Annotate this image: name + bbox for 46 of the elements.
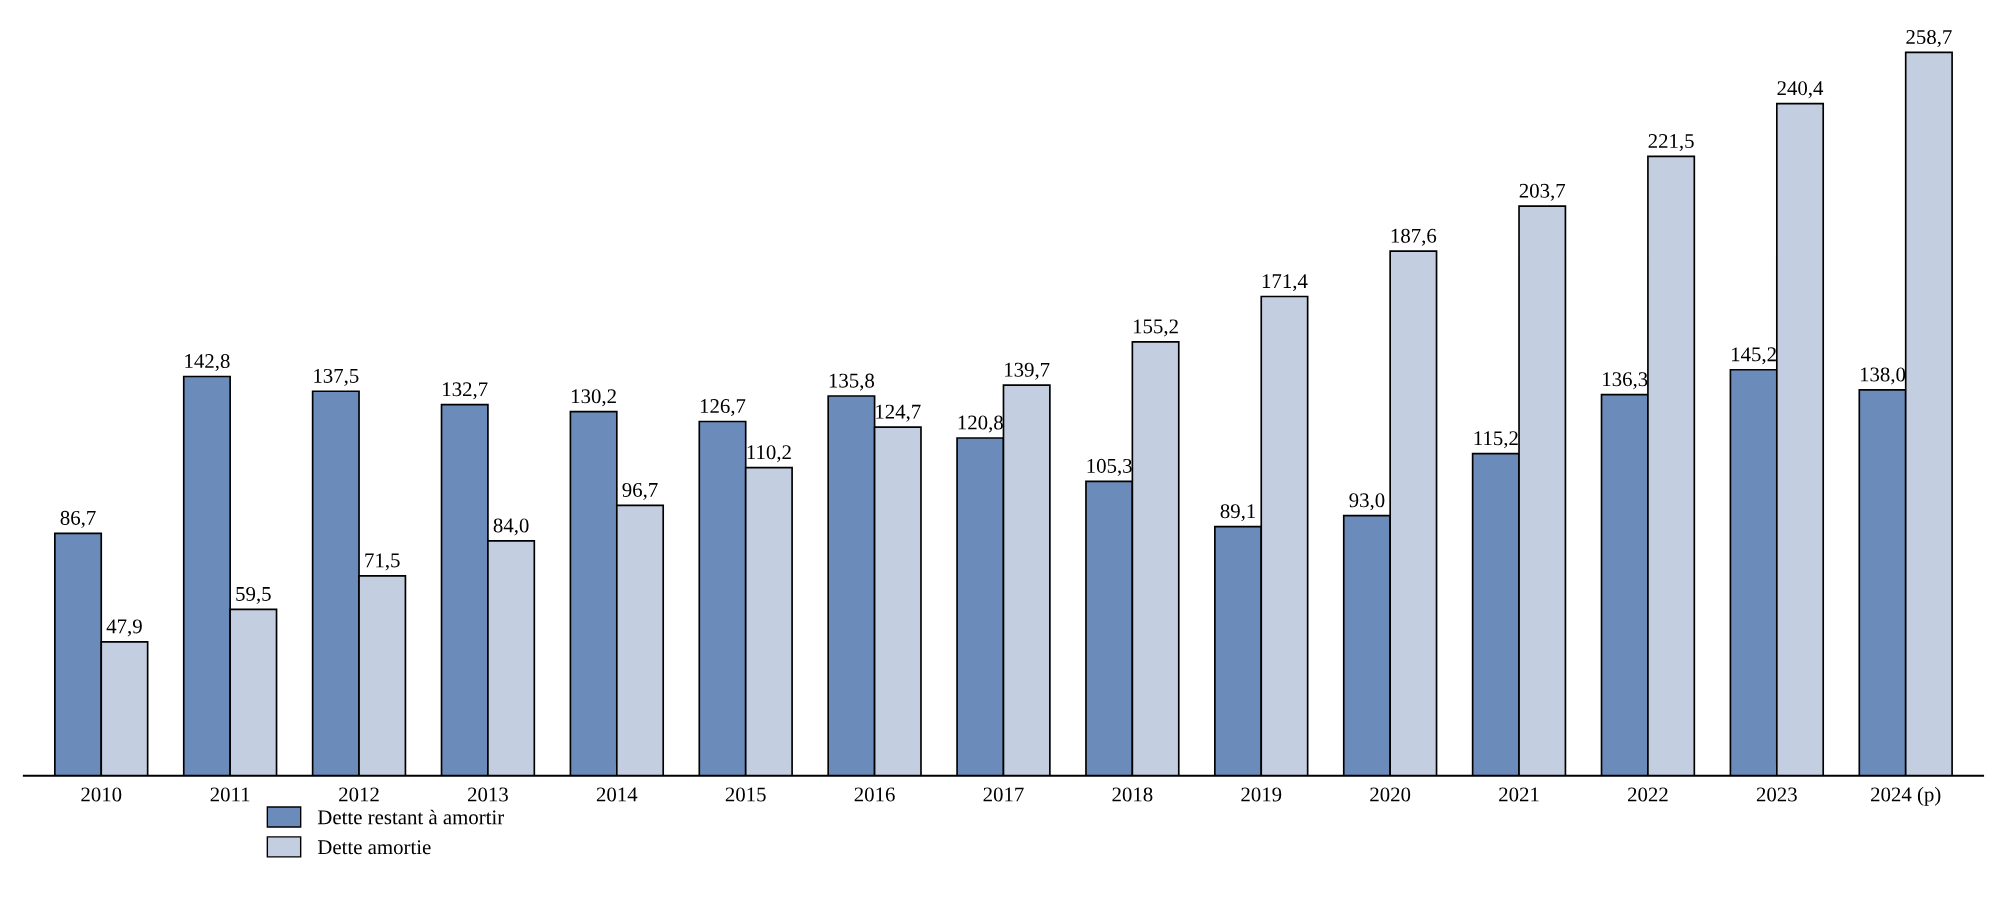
data-label: 115,2 [1474, 431, 1518, 449]
data-label: 187,6 [1391, 228, 1437, 246]
data-label: 84,0 [493, 518, 529, 536]
x-tick-label: 2023 [1756, 787, 1797, 802]
x-tick-label: 2024 (p) [1871, 786, 1941, 806]
data-label: 171,4 [1262, 274, 1308, 292]
data-label: 126,7 [700, 399, 746, 417]
data-label: 93,0 [1349, 493, 1385, 511]
legend-label: Dette restant à amortir [317, 809, 504, 825]
data-label: 145,2 [1732, 347, 1776, 365]
data-label: 86,7 [60, 510, 96, 528]
legend-label: Dette amortie [317, 840, 431, 855]
x-tick-label: 2022 [1628, 787, 1668, 802]
data-label: 96,7 [622, 482, 658, 500]
data-label: 142,8 [185, 354, 230, 372]
data-label: 130,2 [572, 389, 616, 407]
data-label: 221,5 [1648, 134, 1694, 152]
x-tick-label: 2020 [1370, 787, 1411, 802]
x-tick-label: 2016 [854, 787, 895, 802]
data-label: 240,4 [1777, 81, 1824, 99]
data-label: 110,2 [747, 445, 791, 463]
x-tick-label: 2010 [81, 787, 122, 802]
data-label: 120,8 [958, 415, 1003, 433]
data-label: 124,7 [876, 404, 921, 422]
x-tick-label: 2017 [983, 787, 1024, 802]
x-tick-label: 2021 [1499, 787, 1539, 802]
data-label: 203,7 [1519, 183, 1566, 201]
data-label: 137,5 [314, 368, 359, 386]
data-label: 135,8 [829, 373, 875, 391]
data-label: 138,0 [1860, 367, 1906, 385]
x-tick-label: 2011 [210, 787, 250, 802]
data-label: 59,5 [236, 586, 271, 604]
x-tick-label: 2012 [339, 787, 379, 802]
data-label: 258,7 [1906, 29, 1952, 48]
x-tick-label: 2015 [725, 787, 766, 802]
data-label: 89,1 [1220, 504, 1256, 522]
x-tick-label: 2019 [1241, 787, 1282, 802]
data-label: 139,7 [1005, 362, 1050, 380]
data-label: 47,9 [106, 619, 142, 637]
x-tick-label: 2018 [1112, 787, 1153, 802]
data-label: 132,7 [443, 382, 488, 400]
data-label: 155,2 [1133, 319, 1178, 337]
data-label: 71,5 [365, 553, 400, 571]
data-label: 105,3 [1087, 458, 1132, 476]
x-tick-label: 2014 [596, 787, 638, 802]
x-tick-label: 2013 [468, 787, 508, 802]
